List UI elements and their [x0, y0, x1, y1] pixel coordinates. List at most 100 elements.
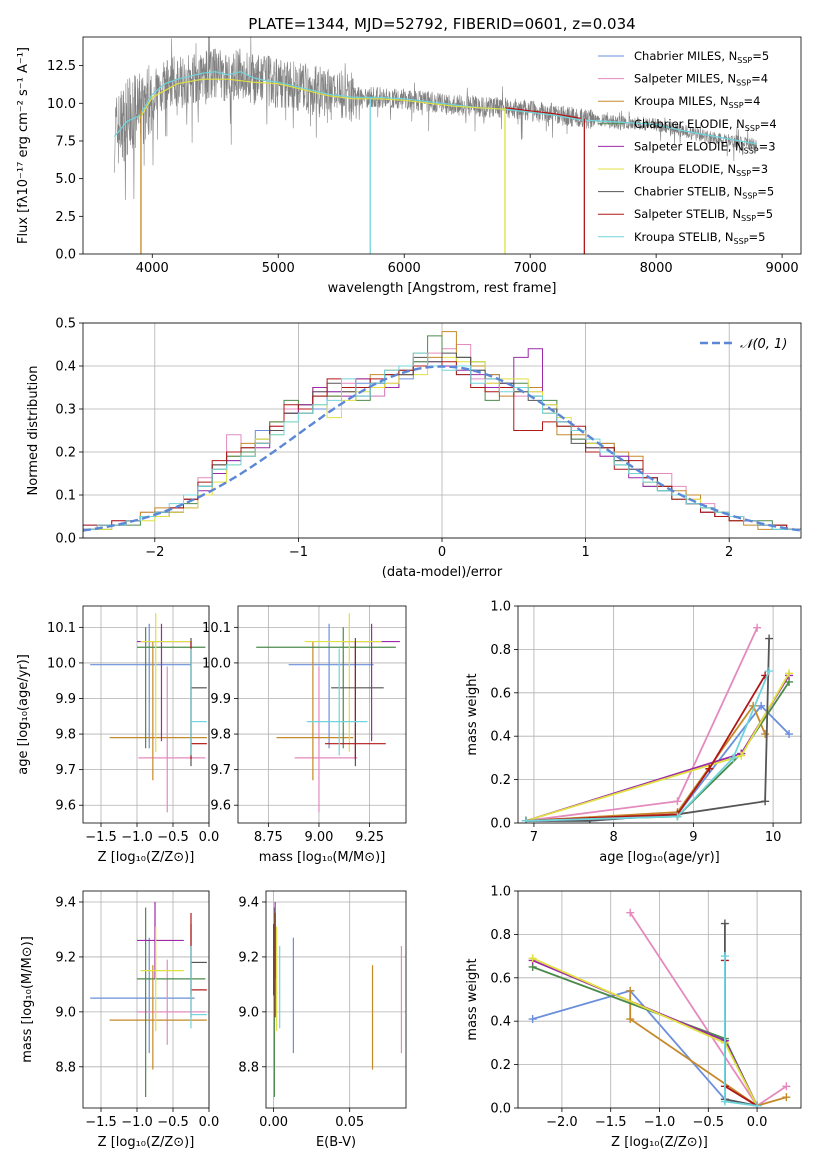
plot-area — [83, 331, 801, 538]
mass-weight-marker — [528, 1015, 537, 1024]
x-tick-label: 8 — [610, 830, 618, 845]
x-tick-label: 0.00 — [259, 1115, 288, 1130]
x-axis-label: (data-model)/error — [382, 565, 503, 580]
legend-label: Chabrier MILES, NSSP=5 — [634, 49, 769, 65]
plot-area — [521, 623, 794, 823]
x-tick-label: −1 — [289, 545, 308, 560]
y-tick-label: 5.0 — [55, 172, 76, 187]
y-tick-label: 9.9 — [210, 692, 231, 707]
y-tick-label: 1.0 — [490, 600, 511, 615]
y-tick-label: 0.2 — [55, 446, 76, 461]
y-tick-label: 0.8 — [490, 928, 511, 943]
y-tick-label: 9.2 — [238, 950, 259, 965]
y-tick-label: 0.0 — [490, 1102, 511, 1117]
y-tick-label: 9.6 — [55, 799, 76, 814]
y-tick-label: 10.1 — [202, 621, 231, 636]
plot-area — [90, 613, 207, 813]
x-tick-label: 9.00 — [304, 830, 333, 845]
x-tick-label: 0 — [438, 545, 446, 560]
x-tick-label: 0.0 — [199, 1115, 220, 1130]
y-tick-label: 9.7 — [55, 763, 76, 778]
mass-weight-line — [525, 672, 790, 822]
plot-area — [273, 901, 403, 1098]
y-tick-label: 9.7 — [210, 763, 231, 778]
mass-weight-marker — [521, 816, 530, 823]
mass-weight-line — [724, 960, 758, 1107]
y-tick-label: 1.0 — [490, 885, 511, 900]
axes-frame — [82, 605, 210, 824]
mass-weight-line — [532, 959, 758, 1107]
x-tick-label: −1.5 — [85, 830, 117, 845]
y-tick-label: 0.2 — [490, 1058, 511, 1073]
y-tick-label: 0.5 — [55, 317, 76, 332]
axes-frame — [517, 605, 802, 824]
mass-vs-extinction-panel: 0.00 0.05 8.8 9.0 9.2 9.4 E(B-V) — [238, 890, 407, 1150]
x-tick-label: −0.5 — [693, 1115, 725, 1130]
plot-area — [528, 908, 791, 1108]
x-tick-label: 7 — [530, 830, 538, 845]
y-tick-label: 0.2 — [490, 773, 511, 788]
mass-weight-marker — [757, 701, 766, 710]
x-tick-label: 0.0 — [199, 830, 220, 845]
axes-frame — [82, 890, 210, 1109]
y-axis-label: Flux [fλ10⁻¹⁷ erg cm⁻² s⁻¹ A⁻¹] — [16, 47, 31, 244]
y-tick-label: 10.1 — [47, 621, 76, 636]
y-tick-label: 0.6 — [490, 686, 511, 701]
y-tick-label: 0.0 — [490, 817, 511, 832]
mass-weight-marker — [626, 1015, 635, 1024]
mass-weight-marker — [753, 623, 762, 632]
x-tick-label: 0.0 — [747, 1115, 768, 1130]
mass-weight-line — [724, 923, 758, 1107]
x-tick-label: −1.5 — [85, 1115, 117, 1130]
residual-histogram-panel: −2 −1 0 1 2 0.0 0.1 0.2 0.3 0.4 0.5 (data-model)/er… — [26, 317, 802, 580]
x-axis-label: wavelength [Angstrom, rest frame] — [328, 281, 557, 296]
x-tick-label: 10 — [765, 830, 782, 845]
x-tick-label: 9 — [689, 830, 697, 845]
x-tick-label: 1 — [581, 545, 589, 560]
age-vs-mass-panel: 8.75 9.00 9.25 9.6 9.7 9.8 9.9 10.0 10.1 mass [lo… — [202, 605, 407, 865]
model-spectrum-line — [114, 71, 758, 145]
y-tick-label: 9.8 — [210, 728, 231, 743]
grid-lines — [518, 605, 801, 824]
mass-weight-marker — [765, 634, 774, 643]
x-axis-label: Z [log₁₀(Z/Z⊙)] — [611, 1135, 708, 1150]
x-axis-label: E(B-V) — [316, 1135, 356, 1150]
mass-weight-marker — [761, 730, 770, 739]
y-tick-label: 9.9 — [55, 692, 76, 707]
plot-area — [256, 613, 400, 813]
grid-lines — [266, 891, 406, 1108]
legend-label: Kroupa MILES, NSSP=4 — [634, 94, 760, 110]
grid-lines — [518, 890, 801, 1109]
y-tick-label: 2.5 — [55, 210, 76, 225]
mass-weight-marker — [737, 751, 746, 760]
x-axis-label: age [log₁₀(age/yr)] — [599, 850, 720, 865]
legend-label: Chabrier ELODIE, NSSP=4 — [634, 117, 777, 133]
mass-weight-marker — [673, 797, 682, 806]
x-tick-label: 2 — [725, 545, 733, 560]
mass-weight-marker — [720, 952, 729, 961]
axes-frame — [82, 36, 802, 255]
mass-weight-marker — [785, 730, 794, 739]
axes-frame — [237, 605, 407, 824]
y-tick-label: 10.0 — [47, 97, 76, 112]
mass-weight-marker — [720, 1097, 729, 1106]
mass-weight-line — [525, 670, 770, 822]
mass-weight-line — [525, 674, 790, 822]
x-axis-label: mass [log₁₀(M/M⊙)] — [259, 850, 386, 865]
spectrum-legend: Chabrier MILES, NSSP=5 Salpeter MILES, NS… — [598, 49, 777, 246]
x-tick-label: −2.0 — [546, 1115, 578, 1130]
y-tick-label: 0.4 — [490, 1015, 511, 1030]
x-tick-label: 8.75 — [254, 830, 283, 845]
x-tick-label: −1.0 — [121, 830, 153, 845]
mass-weight-line — [629, 990, 787, 1107]
legend-label: 𝒩(0, 1) — [740, 337, 787, 352]
axes-frame — [517, 890, 802, 1109]
x-axis-label: Z [log₁₀(Z/Z⊙)] — [98, 1135, 195, 1150]
mass-weight-marker — [528, 954, 537, 963]
legend-label: Chabrier STELIB, NSSP=5 — [634, 185, 774, 201]
x-tick-label: −1.5 — [595, 1115, 627, 1130]
legend-label: Salpeter STELIB, NSSP=5 — [634, 207, 773, 223]
y-tick-label: 0.6 — [490, 971, 511, 986]
y-tick-label: 9.0 — [55, 1005, 76, 1020]
